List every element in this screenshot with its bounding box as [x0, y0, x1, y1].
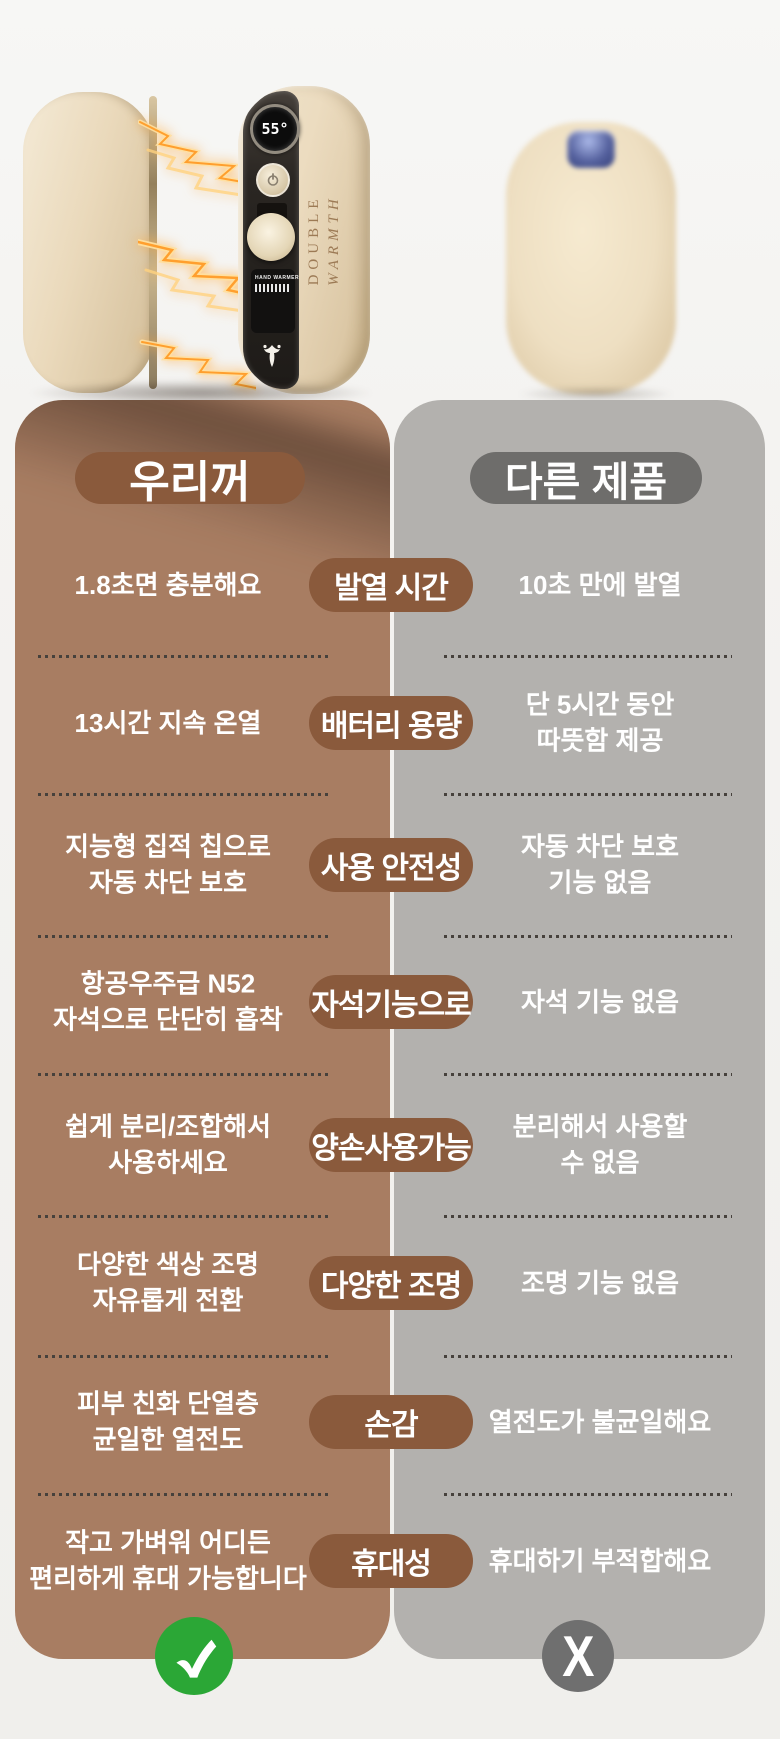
row-ours-text: 항공우주급 N52 자석으로 단단히 흡착	[53, 968, 283, 1035]
row-divider-ours	[38, 1215, 328, 1218]
row-category-pill: 다양한 조명	[309, 1256, 473, 1310]
row-other-text: 분리해서 사용할 수 없음	[512, 1111, 688, 1178]
header-pill-other: 다른 제품	[470, 452, 702, 505]
header-pill-ours: 우리꺼	[75, 452, 305, 507]
header-other-label: 다른 제품	[504, 459, 668, 505]
row-ours-text: 13시간 지속 온열	[74, 707, 262, 738]
row-ours-text: 지능형 집적 칩으로 자동 차단 보호	[65, 831, 271, 898]
row-other-text: 10초 만에 발열	[518, 569, 682, 600]
module-label-text: HAND WARMER	[255, 275, 300, 281]
row-divider-other	[444, 1073, 732, 1076]
row-category-pill: 양손사용가능	[309, 1118, 473, 1172]
row-category-pill: 배터리 용량	[309, 696, 473, 750]
row-category-pill: 손감	[309, 1395, 473, 1449]
brand-line-2: WARMTH	[326, 194, 342, 286]
product-photo-area: 55° HAND WARMER	[0, 0, 780, 406]
row-divider-other	[444, 793, 732, 796]
lightning-icon	[138, 119, 256, 391]
row-other-text: 열전도가 불균일해요	[488, 1406, 712, 1437]
row-divider-ours	[38, 1073, 328, 1076]
row-category-pill: 휴대성	[309, 1534, 473, 1588]
row-divider-other	[444, 1215, 732, 1218]
row-category-pill: 사용 안전성	[309, 838, 473, 892]
logo-glyph-icon	[263, 344, 281, 367]
row-other-text: 단 5시간 동안 따뜻함 제공	[525, 689, 675, 756]
row-divider-other	[444, 1493, 732, 1496]
product-right-half: 55° HAND WARMER	[238, 86, 370, 394]
row-other-text: 조명 기능 없음	[521, 1267, 679, 1298]
led-temperature-value: 55°	[261, 120, 289, 138]
row-divider-ours	[38, 655, 328, 658]
row-other-text: 자석 기능 없음	[521, 986, 679, 1017]
row-divider-other	[444, 935, 732, 938]
other-product-button	[567, 130, 615, 168]
badge-ours	[155, 1617, 233, 1695]
product-other-shadow	[516, 386, 676, 402]
row-divider-ours	[38, 793, 328, 796]
x-icon: X	[561, 1623, 595, 1689]
badge-other: X	[542, 1620, 614, 1692]
row-ours-text: 1.8초면 충분해요	[74, 569, 262, 600]
barcode-stripes	[255, 284, 291, 292]
row-divider-other	[444, 655, 732, 658]
row-category-pill: 발열 시간	[309, 558, 473, 612]
check-icon	[176, 1639, 217, 1678]
row-divider-ours	[38, 935, 328, 938]
row-ours-text: 쉽게 분리/조합해서 사용하세요	[65, 1111, 271, 1178]
row-ours-text: 작고 가벼워 어디든 편리하게 휴대 가능합니다	[29, 1527, 307, 1594]
internal-module-strip: 55° HAND WARMER	[243, 91, 300, 389]
brand-text: DOUBLE WARMTH	[304, 170, 344, 310]
temperature-led-display: 55°	[250, 104, 300, 154]
row-divider-ours	[38, 1493, 328, 1496]
power-button	[256, 163, 290, 197]
brand-line-1: DOUBLE	[305, 194, 322, 286]
row-ours-text: 피부 친화 단열층 균일한 열전도	[77, 1388, 259, 1455]
power-icon	[267, 173, 279, 186]
heater-disc	[247, 213, 295, 261]
row-divider-other	[444, 1355, 732, 1358]
header-ours-label: 우리꺼	[129, 458, 251, 507]
row-category-pill: 자석기능으로	[309, 975, 473, 1029]
other-product-body	[506, 122, 676, 394]
row-divider-ours	[38, 1355, 328, 1358]
row-other-text: 휴대하기 부적합해요	[488, 1545, 712, 1576]
row-ours-text: 다양한 색상 조명 자유롭게 전환	[77, 1249, 259, 1316]
row-other-text: 자동 차단 보호 기능 없음	[521, 831, 679, 898]
product-left-half	[23, 92, 157, 393]
module-label-panel: HAND WARMER	[251, 269, 300, 333]
